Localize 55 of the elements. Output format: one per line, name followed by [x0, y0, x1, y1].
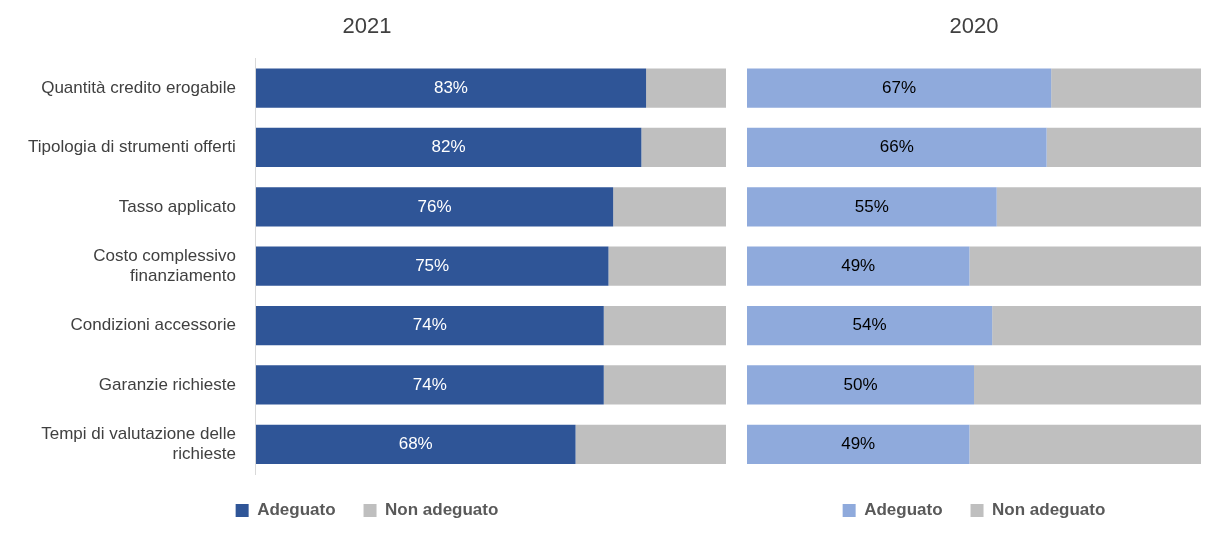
- data-label: 76%: [417, 196, 452, 216]
- data-label: 74%: [412, 315, 447, 335]
- y-tick-label: Tempi di valutazione delle richieste: [41, 423, 236, 464]
- y-tick-label: Costo complessivo finanziamento: [93, 245, 236, 286]
- legend-label: Non adeguato: [385, 500, 499, 520]
- bar: [255, 187, 614, 227]
- bar: [747, 365, 974, 405]
- y-tick-label: Tasso applicato: [118, 196, 236, 216]
- data-label: 83%: [433, 77, 468, 97]
- bar: [747, 305, 993, 346]
- data-label: 49%: [841, 255, 876, 275]
- bar: [603, 365, 726, 405]
- bar: [608, 246, 726, 286]
- bar: [969, 424, 1201, 464]
- data-label: 74%: [412, 374, 447, 394]
- data-label: 82%: [431, 137, 466, 157]
- legend-label: Adeguato: [864, 500, 943, 520]
- data-label: 49%: [841, 434, 876, 453]
- bar: [255, 127, 642, 168]
- y-tick-label: Garanzie richieste: [98, 374, 236, 394]
- y-tick-label: Quantità credito erogabile: [41, 77, 236, 97]
- chart-title: 2021: [342, 13, 392, 39]
- bar: [255, 424, 576, 464]
- bar: [1051, 68, 1201, 108]
- data-label: 75%: [415, 255, 450, 275]
- data-label: 55%: [854, 196, 889, 216]
- bar: [641, 127, 726, 168]
- legend-label: Adeguato: [257, 500, 336, 520]
- data-label: 67%: [882, 77, 917, 97]
- bar: [646, 68, 726, 108]
- bar: [747, 127, 1047, 168]
- legend-label: Non adeguato: [992, 500, 1106, 520]
- y-tick-label: Condizioni accessorie: [70, 315, 236, 335]
- bar: [575, 424, 726, 464]
- bar: [603, 305, 726, 346]
- y-tick-label: Tipologia di strumenti offerti: [27, 137, 236, 157]
- bar: [992, 305, 1201, 346]
- bar: [1046, 127, 1201, 168]
- bar: [747, 68, 1052, 108]
- data-label: 68%: [398, 434, 433, 453]
- data-label: 50%: [843, 374, 878, 394]
- bar: [255, 68, 647, 108]
- bar: [747, 246, 970, 286]
- bar: [969, 246, 1201, 286]
- bar: [255, 365, 604, 405]
- bar: [747, 424, 970, 464]
- bar: [747, 187, 997, 227]
- bar: [613, 187, 726, 227]
- data-label: 54%: [852, 315, 887, 335]
- bar: [255, 246, 609, 286]
- data-label: 66%: [879, 137, 914, 157]
- bar: [996, 187, 1201, 227]
- chart-title: 2020: [949, 13, 999, 39]
- bar: [255, 305, 604, 346]
- bar: [974, 365, 1201, 405]
